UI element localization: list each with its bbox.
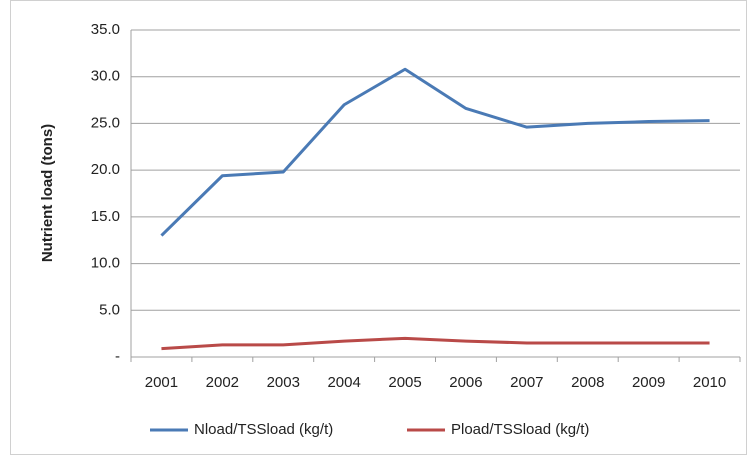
- series-line: [161, 336, 710, 351]
- y-tick-label: 30.0: [91, 68, 120, 85]
- x-tick-label: 2003: [267, 374, 300, 391]
- x-tick-label: 2007: [510, 374, 543, 391]
- y-axis-label: Nutrient load (tons): [39, 124, 56, 262]
- y-tick-label: 5.0: [99, 301, 120, 318]
- x-tick-label: 2006: [449, 374, 482, 391]
- y-tick-label: 20.0: [91, 161, 120, 178]
- series-line: [160, 67, 710, 237]
- x-tick-label: 2009: [632, 374, 665, 391]
- x-tick-label: 2001: [145, 374, 178, 391]
- y-tick-label: 35.0: [91, 21, 120, 38]
- x-tick-label: 2010: [693, 374, 726, 391]
- legend-label: Nload/TSSload (kg/t): [194, 421, 333, 438]
- legend-label: Pload/TSSload (kg/t): [451, 421, 589, 438]
- y-tick-label: 15.0: [91, 208, 120, 225]
- y-tick-label: 10.0: [91, 255, 120, 272]
- x-tick-label: 2002: [206, 374, 239, 391]
- x-tick-label: 2005: [388, 374, 421, 391]
- chart-border: [10, 0, 747, 455]
- y-tick-label: 25.0: [91, 114, 120, 131]
- y-tick-label: -: [115, 348, 120, 365]
- x-tick-label: 2004: [327, 374, 360, 391]
- x-tick-label: 2008: [571, 374, 604, 391]
